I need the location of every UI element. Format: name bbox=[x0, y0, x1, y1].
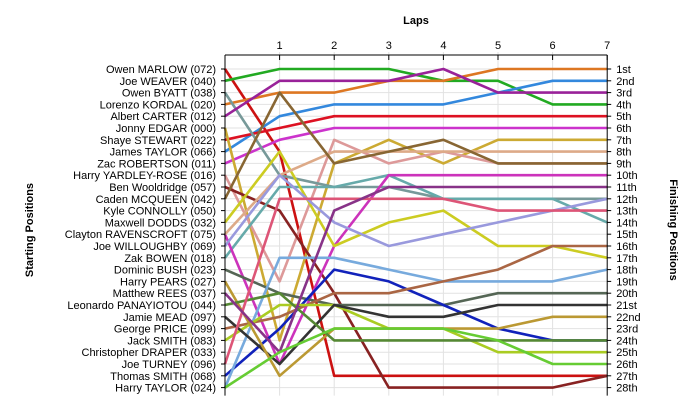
series-line bbox=[224, 268, 608, 377]
axes bbox=[221, 54, 612, 396]
driver-label: Zak BOWEN (018) bbox=[124, 253, 216, 265]
x-tick-label: 1 bbox=[277, 40, 283, 52]
finish-position-label: 20th bbox=[616, 288, 637, 300]
driver-label: Christopher DRAPER (033) bbox=[82, 347, 217, 359]
x-tick-label: 3 bbox=[386, 40, 392, 52]
driver-label: Shaye STEWART (022) bbox=[100, 135, 216, 147]
chart-title: Laps bbox=[403, 15, 429, 27]
series-line bbox=[224, 67, 608, 118]
finish-position-label: 7th bbox=[616, 135, 631, 147]
finish-position-label: 21st bbox=[616, 300, 637, 312]
x-tick-label: 2 bbox=[331, 40, 337, 52]
series-line bbox=[223, 173, 608, 366]
series-line bbox=[224, 291, 608, 342]
series-line bbox=[224, 268, 608, 307]
finish-position-label: 28th bbox=[616, 383, 637, 395]
series-line bbox=[223, 173, 608, 248]
driver-label: Ben Wooldridge (057) bbox=[109, 182, 216, 194]
driver-label: Leonardo PANAYIOTOU (044) bbox=[67, 300, 216, 312]
series-line bbox=[224, 150, 608, 236]
finish-position-label: 13th bbox=[616, 206, 637, 218]
driver-label: Dominic BUSH (023) bbox=[114, 265, 216, 277]
finish-position-label: 5th bbox=[616, 111, 631, 123]
series-line bbox=[224, 126, 608, 165]
driver-label: Clayton RAVENSCROFT (075) bbox=[65, 229, 216, 241]
x-tick-label: 6 bbox=[550, 40, 556, 52]
series-lines bbox=[223, 67, 608, 389]
finish-position-label: 10th bbox=[616, 170, 637, 182]
finish-position-label: 3rd bbox=[616, 88, 632, 100]
finish-position-label: 2nd bbox=[616, 76, 634, 88]
x-tick-label: 4 bbox=[440, 40, 446, 52]
finish-position-label: 9th bbox=[616, 158, 631, 170]
series-line bbox=[224, 327, 608, 389]
series-line bbox=[223, 91, 608, 200]
finish-position-label: 22nd bbox=[616, 312, 640, 324]
driver-label: Joe TURNEY (096) bbox=[122, 359, 216, 371]
driver-label: Lorenzo KORDAL (020) bbox=[100, 99, 216, 111]
finish-position-label: 19th bbox=[616, 276, 637, 288]
finish-position-label: 18th bbox=[616, 265, 637, 277]
finish-position-label: 6th bbox=[616, 123, 631, 135]
driver-label: Thomas SMITH (068) bbox=[110, 371, 216, 383]
finish-position-label: 1st bbox=[616, 64, 631, 76]
y-axis-left-label: Starting Positions bbox=[24, 183, 36, 277]
series-line bbox=[224, 244, 608, 330]
driver-label: Zac ROBERTSON (011) bbox=[97, 158, 216, 170]
driver-label: Jamie MEAD (097) bbox=[123, 312, 216, 324]
series-line bbox=[223, 256, 608, 389]
finish-position-label: 14th bbox=[616, 217, 637, 229]
driver-label: Harry PEARS (027) bbox=[120, 276, 216, 288]
finish-position-label: 17th bbox=[616, 253, 637, 265]
driver-label: Owen BYATT (038) bbox=[122, 88, 216, 100]
driver-label: Harry TAYLOR (024) bbox=[115, 383, 216, 395]
driver-label: Owen MARLOW (072) bbox=[106, 64, 216, 76]
y-axis-right-label: Finishing Positions bbox=[667, 179, 679, 280]
finish-position-label: 4th bbox=[616, 99, 631, 111]
driver-label: George PRICE (099) bbox=[114, 324, 216, 336]
series-line bbox=[224, 79, 608, 153]
driver-label: James TAYLOR (066) bbox=[110, 147, 216, 159]
x-tick-label: 7 bbox=[604, 40, 610, 52]
finish-position-label: 25th bbox=[616, 347, 637, 359]
x-tick-label: 5 bbox=[495, 40, 501, 52]
finish-position-label: 15th bbox=[616, 229, 637, 241]
series-line bbox=[224, 67, 608, 106]
driver-label: Jonny EDGAR (000) bbox=[116, 123, 216, 135]
series-line bbox=[223, 68, 608, 378]
finish-position-label: 27th bbox=[616, 371, 637, 383]
driver-label: Jack SMITH (083) bbox=[127, 335, 216, 347]
finish-position-label: 12th bbox=[616, 194, 637, 206]
finish-position-label: 24th bbox=[616, 335, 637, 347]
finish-position-label: 16th bbox=[616, 241, 637, 253]
labels: 1 2 3 4 5 6 7 1st2nd3rd4th5th6th7th8th9th10th11… bbox=[65, 40, 641, 395]
finish-position-label: 8th bbox=[616, 147, 631, 159]
series-line bbox=[224, 185, 608, 389]
series-line bbox=[224, 303, 608, 366]
series-line bbox=[224, 114, 608, 142]
driver-label: Joe WEAVER (040) bbox=[120, 76, 216, 88]
driver-label: Caden MCQUEEN (042) bbox=[96, 194, 216, 206]
driver-label: Joe WILLOUGHBY (069) bbox=[93, 241, 216, 253]
driver-label: Matthew REES (037) bbox=[113, 288, 216, 300]
series-line bbox=[223, 150, 608, 260]
driver-label: Albert CARTER (012) bbox=[110, 111, 216, 123]
driver-label: Harry YARDLEY-ROSE (016) bbox=[73, 170, 216, 182]
series-line bbox=[223, 197, 608, 365]
finish-position-label: 11th bbox=[616, 182, 637, 194]
driver-label: Kyle CONNOLLY (050) bbox=[103, 206, 216, 218]
driver-label: Maxwell DODDS (032) bbox=[105, 217, 216, 229]
series-line bbox=[224, 185, 608, 354]
finish-position-label: 23rd bbox=[616, 324, 638, 336]
finish-position-label: 26th bbox=[616, 359, 637, 371]
